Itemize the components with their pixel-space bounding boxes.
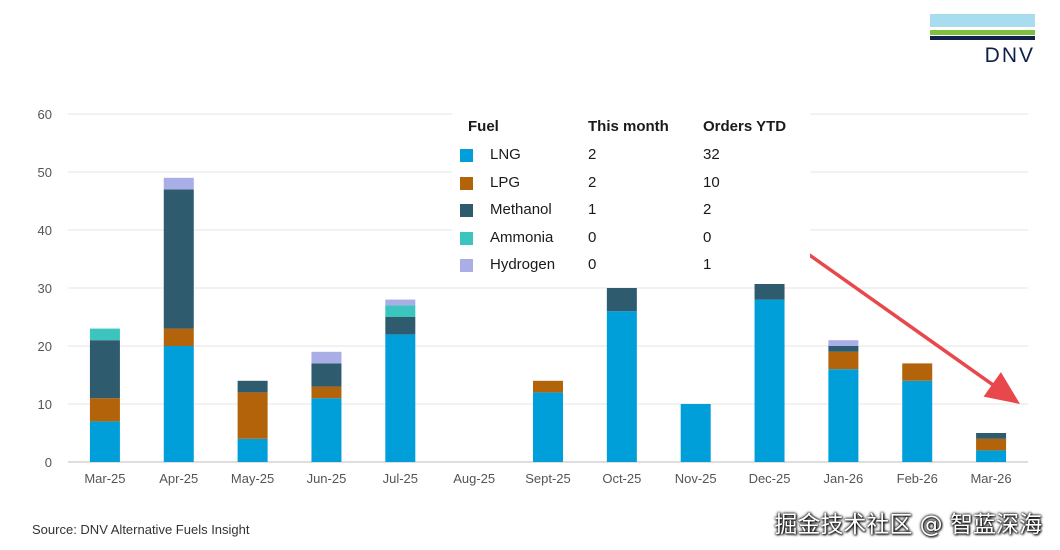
legend-orders-ytd: 2: [703, 201, 712, 218]
legend-row-ammonia: Ammonia 0 0: [452, 227, 810, 251]
x-axis-ticks: Mar-25 Apr-25 May-25 Jun-25 Jul-25 Aug-25 Sept…: [84, 471, 1011, 486]
bar-methanol-may-25: [237, 380, 268, 393]
y-tick-label: 40: [38, 223, 52, 238]
logo-band-green: [930, 30, 1035, 35]
annotation-arrow: [806, 252, 1020, 404]
x-tick-label: Nov-25: [675, 471, 717, 486]
bar-methanol-mar-25: [89, 340, 120, 399]
bar-lng-jul-25: [385, 334, 416, 462]
x-tick-label: Feb-26: [897, 471, 938, 486]
legend-fuel-name: Ammonia: [490, 228, 554, 246]
legend-swatch: [460, 204, 473, 217]
bar-lpg-mar-26: [976, 438, 1007, 451]
y-tick-label: 60: [38, 107, 52, 122]
legend-swatch: [460, 176, 473, 190]
bar-lpg-may-25: [237, 392, 268, 439]
bar-lng-jan-26: [828, 369, 859, 462]
legend-fuel-name: Hydrogen: [490, 256, 556, 273]
legend-orders-ytd: 1: [703, 256, 712, 273]
x-tick-label: Mar-26: [970, 471, 1011, 486]
legend-this-month: 2: [588, 146, 597, 163]
x-tick-label: Jul-25: [383, 471, 418, 486]
bar-methanol-apr-25: [163, 189, 194, 329]
bar-lpg-sept-25: [533, 380, 563, 393]
x-tick-label: Dec-25: [749, 471, 791, 486]
bar-lng-apr-25: [163, 346, 194, 462]
bar-ammonia-mar-25: [89, 328, 120, 341]
bar-lpg-jan-26: [828, 351, 859, 370]
y-tick-label: 20: [38, 339, 52, 354]
x-tick-label: Mar-25: [84, 471, 125, 486]
legend-header-this-month: This month: [588, 118, 669, 135]
bar-lpg-mar-25: [89, 398, 120, 422]
legend-swatch: [460, 259, 473, 272]
legend-swatch: [460, 149, 473, 162]
logo-text: DNV: [984, 44, 1035, 67]
y-tick-label: 30: [38, 281, 52, 296]
y-tick-label: 0: [45, 455, 52, 470]
legend-header-fuel: Fuel: [468, 118, 499, 135]
bar-lpg-apr-25: [163, 328, 194, 346]
bar-lng-jun-25: [311, 398, 342, 462]
bar-hydrogen-jul-25: [385, 299, 416, 306]
x-tick-label: Oct-25: [602, 471, 641, 486]
legend-orders-ytd: 0: [703, 228, 712, 246]
bar-methanol-jul-25: [385, 317, 416, 335]
arrow-shaft: [806, 252, 994, 387]
x-tick-label: Aug-25: [453, 471, 495, 486]
logo-band-navy: [930, 36, 1035, 40]
legend-fuel-name: Methanol: [490, 201, 552, 218]
bar-hydrogen-jun-25: [311, 351, 342, 364]
legend-this-month: 0: [588, 256, 597, 273]
bar-lng-nov-25: [680, 404, 711, 462]
legend-this-month: 1: [588, 201, 597, 218]
logo-band-light: [930, 14, 1035, 27]
bar-hydrogen-jan-26: [828, 340, 859, 346]
watermark: 掘金技术社区 @ 智蓝深海: [774, 512, 1042, 538]
x-tick-label: Apr-25: [159, 471, 198, 486]
legend-orders-ytd: 32: [703, 146, 720, 163]
legend-row-hydrogen: Hydrogen 0 1: [452, 254, 810, 278]
legend-table: Fuel This month Orders YTD LNG 2 32 LPG 2 10 M…: [452, 106, 810, 284]
y-tick-label: 10: [38, 397, 52, 412]
legend-row-lng: LNG 2 32: [452, 144, 810, 168]
dnv-logo: DNV: [930, 14, 1035, 70]
bars: [89, 177, 1007, 462]
source-note: Source: DNV Alternative Fuels Insight: [32, 522, 250, 537]
bar-lng-dec-25: [754, 299, 785, 462]
x-tick-label: Jan-26: [824, 471, 864, 486]
legend-fuel-name: LPG: [490, 173, 521, 191]
bar-methanol-oct-25: [606, 288, 637, 312]
legend-fuel-name: LNG: [490, 146, 521, 163]
x-tick-label: Sept-25: [525, 471, 571, 486]
bar-lpg-jun-25: [311, 386, 342, 399]
legend-this-month: 0: [588, 228, 597, 246]
bar-lng-sept-25: [533, 392, 563, 462]
legend-orders-ytd: 10: [703, 173, 720, 191]
bar-lpg-feb-26: [902, 363, 933, 381]
legend-row-lpg: LPG 2 10: [452, 172, 810, 196]
legend-this-month: 2: [588, 173, 597, 191]
bar-hydrogen-apr-25: [163, 177, 194, 190]
legend-header-orders-ytd: Orders YTD: [703, 118, 787, 135]
legend-row-methanol: Methanol 1 2: [452, 199, 810, 223]
bar-ammonia-jul-25: [385, 305, 416, 317]
bar-lng-mar-25: [89, 421, 120, 462]
x-tick-label: Jun-25: [307, 471, 347, 486]
legend-swatch: [460, 231, 473, 245]
bar-lng-oct-25: [606, 311, 637, 462]
y-tick-label: 50: [38, 165, 52, 180]
y-axis-ticks: 0 10 20 30 40 50 60: [38, 107, 52, 470]
arrow-head: [983, 372, 1020, 404]
bar-lng-feb-26: [902, 380, 933, 462]
bar-methanol-jan-26: [828, 346, 859, 352]
bar-methanol-mar-26: [976, 433, 1007, 439]
x-tick-label: May-25: [231, 471, 274, 486]
bar-lng-may-25: [237, 438, 268, 462]
bar-lng-mar-26: [976, 450, 1007, 462]
bar-methanol-jun-25: [311, 363, 342, 387]
